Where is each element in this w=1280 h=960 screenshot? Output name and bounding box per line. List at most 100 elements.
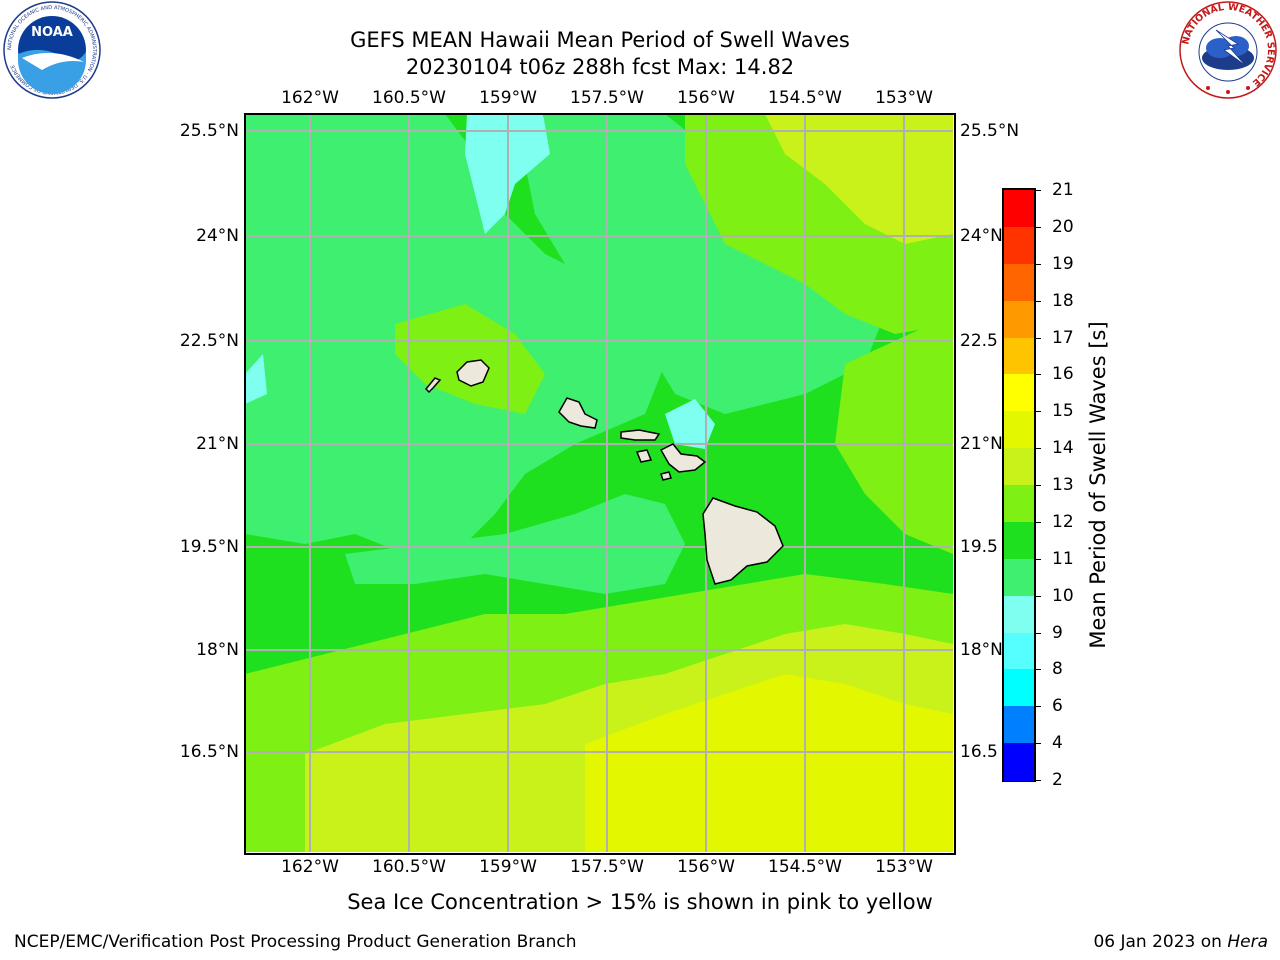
colorbar-tick-mark (1034, 595, 1041, 597)
colorbar-tick-label: 2 (1052, 770, 1063, 790)
colorbar-tick-mark (1034, 448, 1041, 450)
noaa-logo: NATIONAL OCEANIC AND ATMOSPHERIC ADMINIS… (3, 1, 101, 99)
lat-label-left: 18°N (196, 640, 239, 660)
colorbar-segment (1004, 632, 1034, 670)
island-hawaii (702, 497, 784, 585)
colorbar-segment (1004, 595, 1034, 633)
island-kauai (456, 359, 490, 387)
colorbar-segment (1004, 521, 1034, 560)
colorbar-tick-mark (1034, 374, 1041, 376)
lat-label-right: 22.5 (960, 331, 998, 351)
colorbar-tick-mark (1034, 190, 1041, 191)
colorbar-segment (1004, 706, 1034, 744)
map-panel (245, 114, 953, 852)
colorbar-tick-label: 16 (1052, 364, 1074, 385)
colorbar-segment (1004, 374, 1034, 412)
lat-label-right: 16.5 (960, 742, 998, 762)
colorbar-title: Mean Period of Swell Waves [s] (1086, 321, 1110, 649)
island-oahu (558, 397, 598, 429)
lon-label-bottom: 162°W (281, 857, 339, 877)
lon-label-top: 160.5°W (372, 88, 446, 108)
colorbar-segment (1004, 743, 1034, 781)
sea-ice-caption-text: Sea Ice Concentration > 15% is shown in … (347, 890, 933, 914)
colorbar-tick-label: 4 (1052, 733, 1063, 754)
colorbar-segment (1004, 411, 1034, 449)
lat-label-left: 16.5°N (179, 742, 239, 762)
lat-label-right: 25.5°N (960, 121, 1020, 141)
colorbar-tick-label: 6 (1052, 696, 1063, 717)
footer-date-text: 06 Jan 2023 on (1093, 932, 1228, 952)
colorbar-segment (1004, 226, 1034, 265)
lon-label-bottom: 154.5°W (768, 857, 842, 877)
lat-label-left: 21°N (196, 434, 239, 454)
colorbar-tick-mark (1034, 521, 1041, 523)
lat-label-right: 19.5 (960, 537, 998, 557)
lat-label-right: 18°N (960, 640, 1003, 660)
graticule (245, 114, 953, 852)
nws-logo: NATIONAL WEATHER SERVICE (1179, 1, 1277, 99)
island-maui (659, 443, 707, 473)
lon-label-top: 162°W (281, 88, 339, 108)
colorbar-tick-label: 8 (1052, 659, 1063, 680)
colorbar-tick-mark (1034, 743, 1041, 745)
contour-band-13-14 (765, 114, 953, 244)
lat-label-left: 22.5°N (179, 331, 239, 351)
lat-label-left: 19.5°N (179, 537, 239, 557)
colorbar-segment (1004, 337, 1034, 375)
island-molokai (620, 429, 661, 441)
colorbar-segment (1004, 669, 1034, 707)
swell-period-map (245, 114, 953, 852)
colorbar-tick-label: 9 (1052, 622, 1063, 643)
colorbar-tick-mark (1034, 337, 1041, 339)
colorbar-tick-label: 15 (1052, 401, 1074, 422)
colorbar-tick-mark (1034, 558, 1041, 560)
lat-label-right: 21°N (960, 434, 1003, 454)
lon-label-top: 154.5°W (768, 88, 842, 108)
colorbar (1002, 188, 1036, 782)
lon-label-bottom: 159°W (479, 857, 537, 877)
lat-label-left: 24°N (196, 226, 239, 246)
contour-band-9-10 (245, 354, 267, 404)
colorbar-tick-mark (1034, 300, 1041, 302)
chart-subtitle: 20230104 t06z 288h fcst Max: 14.82 (405, 55, 795, 79)
sea-ice-caption: Sea Ice Concentration > 15% is shown in … (0, 890, 1280, 914)
colorbar-segment (1004, 300, 1034, 338)
colorbar-tick-label: 19 (1052, 253, 1074, 274)
footer-date: 06 Jan 2023 on Hera (1093, 932, 1268, 952)
contour-band-14-15 (585, 674, 953, 852)
colorbar-tick-mark (1034, 263, 1041, 265)
colorbar-tick-mark (1034, 669, 1041, 671)
colorbar-tick-label: 11 (1052, 548, 1074, 569)
lon-label-bottom: 153°W (875, 857, 933, 877)
colorbar-segment (1004, 190, 1034, 228)
colorbar-tick-mark (1034, 632, 1041, 634)
lon-label-bottom: 160.5°W (372, 857, 446, 877)
colorbar-segment (1004, 558, 1034, 597)
lon-label-bottom: 157.5°W (570, 857, 644, 877)
island-lanai (635, 449, 653, 463)
noaa-logo-text: NOAA (31, 25, 73, 40)
contour-band-10-11 (345, 494, 685, 594)
lon-label-top: 157.5°W (570, 88, 644, 108)
colorbar-tick-mark (1034, 706, 1041, 708)
colorbar-segment (1004, 485, 1034, 523)
colorbar-tick-label: 20 (1052, 216, 1074, 237)
footer-credit: NCEP/EMC/Verification Post Processing Pr… (14, 932, 577, 952)
colorbar-tick-mark (1034, 226, 1041, 228)
colorbar-tick-mark (1034, 411, 1041, 413)
lon-label-top: 153°W (875, 88, 933, 108)
contour-band-9-10 (665, 399, 715, 449)
island-niihau (424, 377, 442, 394)
colorbar-segment (1004, 263, 1034, 302)
colorbar-tick-label: 14 (1052, 438, 1074, 459)
lat-label-left: 25.5°N (179, 121, 239, 141)
island-kahoolawe (660, 471, 672, 481)
contour-band-12-13 (835, 314, 953, 554)
chart-title: GEFS MEAN Hawaii Mean Period of Swell Wa… (350, 28, 850, 52)
colorbar-tick-label: 13 (1052, 475, 1074, 495)
colorbar-tick-mark (1034, 780, 1041, 781)
lon-label-top: 159°W (479, 88, 537, 108)
colorbar-tick-label: 21 (1052, 180, 1074, 200)
footer-host: Hera (1227, 932, 1268, 952)
colorbar-tick-label: 12 (1052, 511, 1074, 532)
